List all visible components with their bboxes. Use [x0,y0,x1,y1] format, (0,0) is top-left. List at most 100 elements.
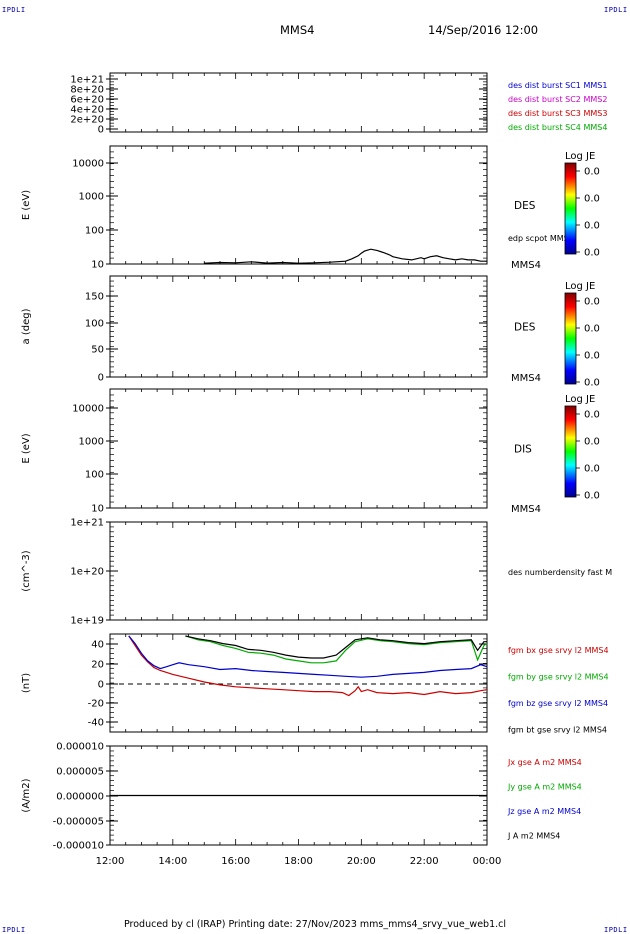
panel4-ytick-label: 10000 [72,404,104,415]
panel7-legend-item: J A m2 MMS4 [507,832,560,841]
panel4-bottom-label: MMS4 [511,504,541,515]
xtick-label: 16:00 [221,856,250,867]
panel1-ytick-label: 6e+20 [70,95,104,106]
panel2-bottom-label: MMS4 [511,260,541,271]
panel3-ytick-label: 50 [91,345,104,356]
datetime-title: 14/Sep/2016 12:00 [428,23,539,37]
panel6-ytick-label: 40 [91,640,104,651]
panel2-colorbar-tick-label: 0.0 [584,167,600,178]
panel5-frame [109,521,488,621]
panel1-legend-item: des dist burst SC1 MMS1 [508,81,607,90]
panel2-frame [109,145,488,265]
panel3-colorbar-tick-label: 0.0 [584,324,600,335]
footer-credit: Produced by cl (IRAP) Printing date: 27/… [123,919,507,930]
xtick-label: 18:00 [284,856,313,867]
panel3-side-label: DES [514,322,536,334]
corner-label-bottom-right: IPDLI [604,926,628,934]
panel7-ytick-label: -0.000005 [53,817,104,828]
panel2-ytick-label: 1000 [79,192,104,203]
panel7-legend-item: Jy gse A m2 MMS4 [507,783,582,792]
panel4-colorbar [564,405,577,498]
panel3-colorbar-tick-label: 0.0 [584,378,600,389]
panel7-ytick-label: 0.000005 [56,767,104,778]
panel6-ytick-label: -40 [88,718,104,729]
panel4-ylabel: E (eV) [21,433,32,463]
panel2-colorbar-tick-label: 0.0 [584,221,600,232]
panel5-ylabel: (cm^-3) [21,550,32,591]
panel1-ytick-label: 0 [98,125,104,136]
panel7-ytick-label: -0.000010 [53,841,104,852]
panel4-colorbar-tick-label: 0.0 [584,491,600,502]
panel2-colorbar-tick-label: 0.0 [584,248,600,259]
panel4-colorbar-tick-label: 0.0 [584,464,600,475]
panel5-side-label: des numberdensity fast M [508,568,612,577]
panel2-ytick-label: 10000 [72,159,104,170]
panel2-extra-label: edp scpot MMS4 [508,234,574,243]
panel2-colorbar-title: Log JE [565,151,595,162]
corner-label-top-left: IPDLI [2,6,26,14]
panel1-legend-item: des dist burst SC4 MMS4 [508,123,607,132]
xtick-label: 14:00 [158,856,187,867]
panel3-ytick-label: 100 [85,319,104,330]
xtick-label: 00:00 [473,856,502,867]
panel6-series-2 [128,635,488,678]
panel6-series-1 [185,635,488,664]
panel2-side-label: DES [514,200,536,212]
panel4-side-label: DIS [514,444,532,456]
xtick-label: 22:00 [410,856,439,867]
panel3-frame [109,275,488,378]
panel6-series-0 [128,635,488,697]
panel1-legend-item: des dist burst SC3 MMS3 [508,109,607,118]
panel4-ytick-label: 10 [91,504,104,515]
panel7-legend-item: Jx gse A m2 MMS4 [507,758,582,767]
panel1-ytick-label: 1e+21 [70,75,104,86]
corner-label-bottom-left: IPDLI [2,926,26,934]
panel4-colorbar-tick-label: 0.0 [584,410,600,421]
panel1-ytick-label: 8e+20 [70,85,104,96]
panel3-colorbar [564,292,577,385]
panel6-ytick-label: 0 [98,680,104,691]
panel4-ytick-label: 1000 [79,437,104,448]
panel4-colorbar-tick-label: 0.0 [584,437,600,448]
panel2-ytick-label: 10 [91,260,104,271]
panel6-frame [109,633,488,733]
panel3-colorbar-tick-label: 0.0 [584,351,600,362]
panel4-frame [109,388,488,509]
panel2-ylabel: E (eV) [21,190,32,220]
xtick-label: 12:00 [96,856,125,867]
panel3-ytick-label: 150 [85,292,104,303]
panel7-legend-item: Jz gse A m2 MMS4 [507,807,581,816]
panel1-frame [109,72,488,133]
panel5-ytick-label: 1e+21 [70,518,104,529]
panel5-ytick-label: 1e+20 [70,567,104,578]
panel6-legend-item: fgm bx gse srvy l2 MMS4 [508,646,609,655]
panel2-colorbar [564,162,577,255]
panel3-ytick-label: 0 [98,373,104,384]
panel6-series-3 [185,635,487,659]
panel4-colorbar-title: Log JE [565,394,595,405]
panel7-ylabel: (A/m2) [21,778,32,812]
panel3-colorbar-title: Log JE [565,281,595,292]
panel6-legend-item: fgm bz gse srvy l2 MMS4 [508,699,608,708]
panel6-legend-item: fgm bt gse srvy l2 MMS4 [508,726,607,735]
panel6-ytick-label: -20 [88,699,104,710]
panel3-colorbar-tick-label: 0.0 [584,297,600,308]
panel1-ytick-label: 4e+20 [70,105,104,116]
panel5-ytick-label: 1e+19 [70,616,104,627]
panel3-ylabel: a (deg) [21,308,32,344]
panel3-bottom-label: MMS4 [511,373,541,384]
spacecraft-title: MMS4 [280,23,315,37]
panel4-ytick-label: 100 [85,470,104,481]
panel2-ytick-label: 100 [85,226,104,237]
panel7-ytick-label: 0.000010 [56,742,104,753]
panel6-legend-item: fgm by gse srvy l2 MMS4 [508,673,609,682]
xtick-label: 20:00 [347,856,376,867]
panel2-series-0 [204,248,487,264]
panel2-colorbar-tick-label: 0.0 [584,194,600,205]
panel1-legend-item: des dist burst SC2 MMS2 [508,95,607,104]
corner-label-top-right: IPDLI [604,6,628,14]
panel1-ytick-label: 2e+20 [70,115,104,126]
panel6-ytick-label: 20 [91,660,104,671]
panel7-ytick-label: 0.000000 [56,792,104,803]
